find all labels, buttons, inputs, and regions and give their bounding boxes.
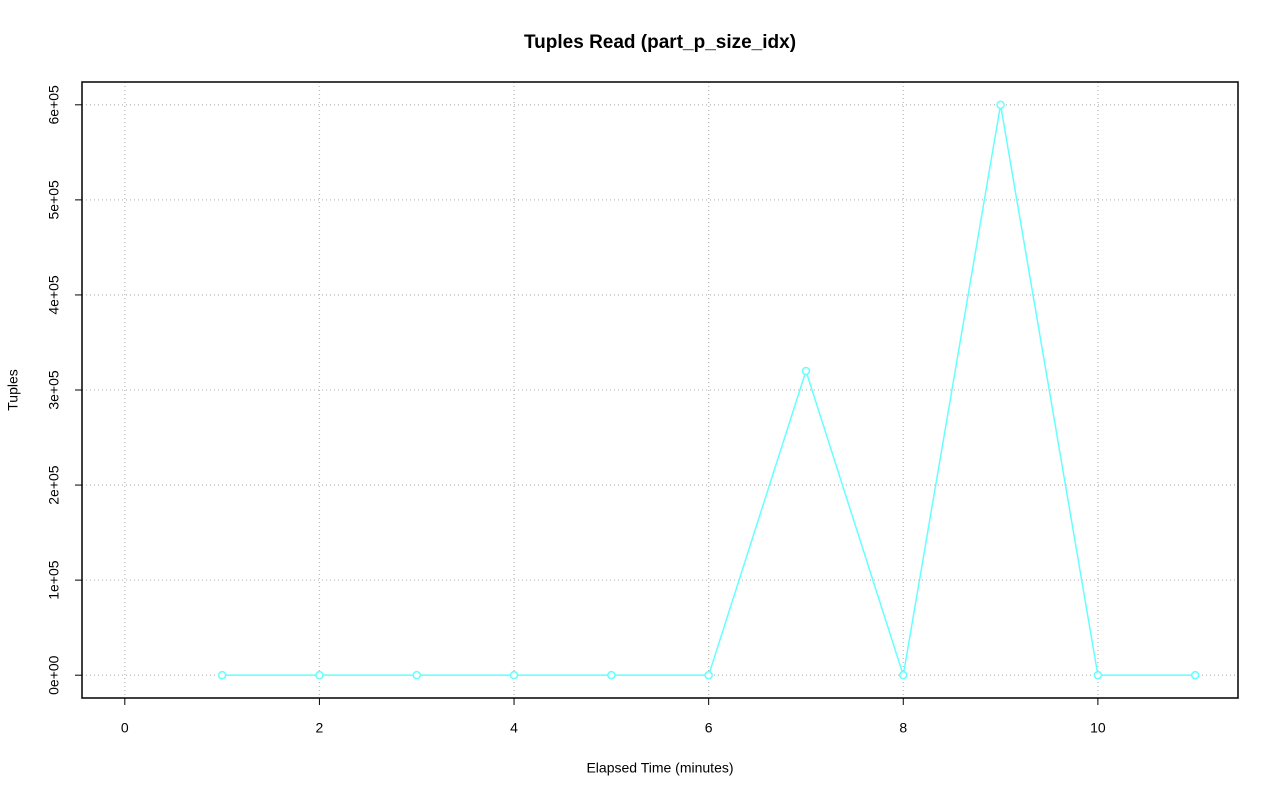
x-tick-label: 8 — [899, 720, 907, 736]
data-point — [315, 670, 324, 680]
y-tick-label: 5e+05 — [46, 180, 62, 220]
y-tick-label: 1e+05 — [46, 560, 62, 600]
data-point — [996, 100, 1005, 110]
data-point — [509, 670, 519, 680]
data-point — [217, 670, 227, 680]
x-tick-label: 0 — [121, 720, 129, 736]
x-tick-label: 4 — [510, 720, 518, 736]
y-tick-label: 4e+05 — [46, 275, 62, 315]
data-point — [1190, 670, 1200, 680]
x-tick-label: 10 — [1090, 720, 1106, 736]
y-tick-label: 6e+05 — [46, 85, 62, 125]
y-axis-label: Tuples — [5, 369, 21, 411]
data-point — [1093, 670, 1103, 680]
data-point — [801, 366, 811, 376]
plot-frame — [81, 81, 1239, 699]
y-tick-label: 0e+00 — [46, 655, 62, 695]
x-tick-label: 2 — [316, 720, 324, 736]
y-tick-label: 3e+05 — [46, 370, 62, 410]
y-tick-label: 2e+05 — [46, 465, 62, 505]
x-axis-label: Elapsed Time (minutes) — [586, 760, 733, 776]
data-point — [704, 670, 713, 680]
chart-title: Tuples Read (part_p_size_idx) — [524, 32, 796, 53]
data-point — [899, 670, 908, 680]
data-point — [412, 670, 421, 680]
data-point — [607, 670, 616, 680]
x-tick-label: 6 — [705, 720, 713, 736]
